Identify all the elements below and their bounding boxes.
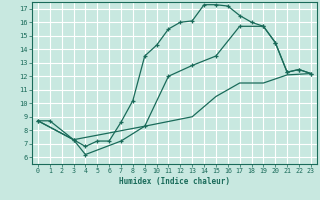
X-axis label: Humidex (Indice chaleur): Humidex (Indice chaleur) [119, 177, 230, 186]
